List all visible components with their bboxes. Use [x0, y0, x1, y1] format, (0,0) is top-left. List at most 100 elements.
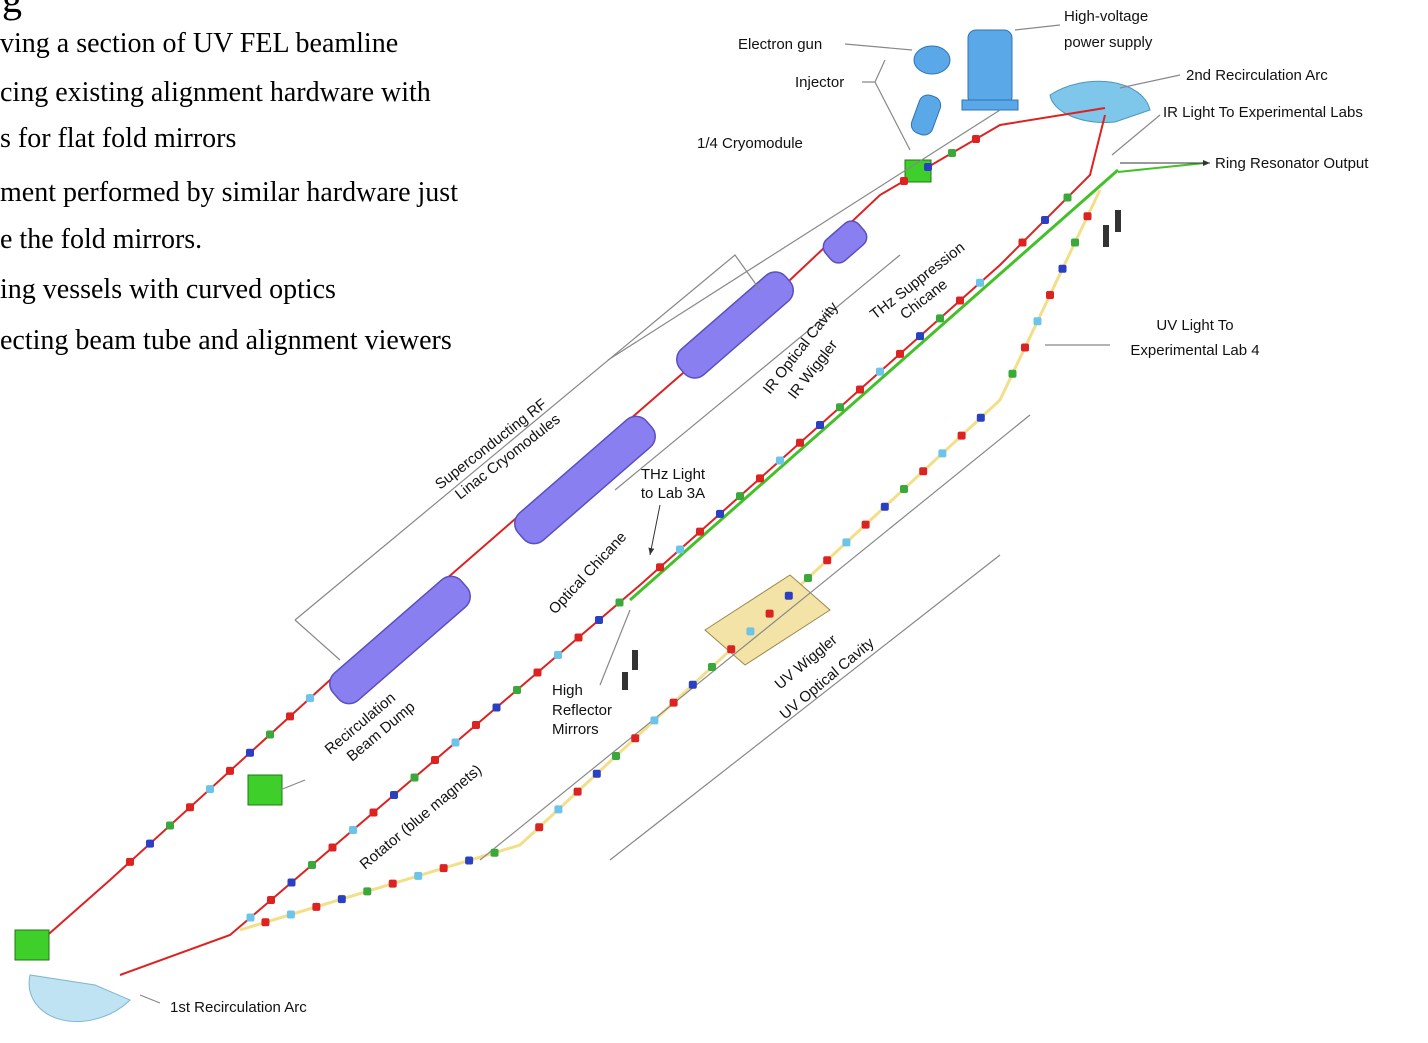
labels: g ving a section of UV FEL beamline cing e… — [0, 0, 1369, 1016]
magnet — [308, 861, 316, 869]
magnet — [804, 574, 812, 582]
label: High — [552, 682, 583, 699]
label: power supply — [1064, 34, 1153, 51]
label: Ring Resonator Output — [1215, 155, 1369, 172]
magnet — [414, 871, 423, 880]
magnet — [823, 556, 832, 565]
callouts — [139, 24, 1210, 1004]
magnet — [492, 703, 501, 712]
magnet — [286, 712, 294, 721]
bullet-text: e the fold mirrors. — [0, 224, 202, 255]
magnet — [574, 633, 583, 642]
magnet — [736, 492, 744, 501]
magnet — [631, 734, 640, 743]
magnet — [936, 314, 944, 323]
magnet — [431, 756, 439, 764]
magnet — [369, 808, 378, 817]
label: UV Light To — [1156, 317, 1233, 334]
magnet — [1021, 343, 1029, 352]
magnet — [490, 848, 499, 857]
magnet — [919, 467, 928, 476]
magnet — [592, 769, 601, 778]
magnet — [716, 509, 724, 518]
magnet — [146, 839, 154, 848]
magnet — [650, 716, 659, 725]
magnet — [472, 721, 480, 729]
magnet — [328, 843, 337, 852]
magnet — [533, 668, 542, 677]
magnet — [756, 474, 764, 483]
magnet — [1058, 264, 1067, 273]
magnet — [976, 278, 984, 287]
magnet — [765, 609, 774, 618]
magnet — [410, 773, 419, 782]
magnet — [776, 456, 784, 465]
magnet — [312, 902, 321, 911]
magnet — [1046, 291, 1054, 299]
magnet — [439, 864, 448, 873]
magnet — [656, 563, 664, 572]
magnet — [938, 449, 947, 458]
ring-output-path — [1117, 162, 1206, 173]
magnet — [784, 591, 793, 600]
magnet — [842, 538, 851, 547]
magnet — [1008, 369, 1017, 378]
label: THz Light — [641, 466, 706, 483]
label: IR Light To Experimental Labs — [1163, 104, 1363, 121]
people — [622, 210, 1121, 690]
magnet — [363, 887, 372, 896]
injector — [910, 29, 1019, 136]
magnet — [956, 296, 964, 305]
magnet — [708, 663, 716, 671]
label: Rotator (blue magnets) — [357, 761, 485, 873]
magnet — [595, 616, 603, 624]
magnet — [856, 385, 864, 394]
linac-beamline — [24, 107, 1106, 956]
magnet — [957, 431, 966, 440]
magnet — [1071, 238, 1079, 247]
magnet — [306, 694, 314, 703]
magnet — [1033, 317, 1042, 326]
magnet — [390, 791, 398, 799]
magnet — [746, 627, 755, 636]
label: Electron gun — [738, 36, 822, 53]
first-arc — [28, 974, 131, 1023]
magnet — [900, 485, 908, 493]
magnet — [286, 910, 295, 919]
bullet-text: cing existing alignment hardware with — [0, 77, 431, 108]
label: 1st Recirculation Arc — [170, 999, 307, 1016]
uv-wiggler-table — [704, 574, 831, 666]
magnet — [976, 413, 985, 422]
bullet-text: ment performed by similar hardware just — [0, 177, 458, 208]
ir-optical-path — [629, 168, 1119, 602]
magnet — [796, 438, 804, 447]
magnet — [880, 502, 889, 511]
magnet — [451, 738, 460, 747]
magnet — [836, 403, 844, 412]
magnet — [861, 520, 870, 529]
magnet — [246, 748, 254, 757]
magnet — [535, 823, 544, 832]
magnet — [876, 367, 884, 376]
magnet — [1083, 212, 1092, 221]
magnets — [126, 135, 1092, 927]
magnet — [349, 826, 357, 834]
magnet — [186, 803, 194, 812]
magnet — [669, 698, 678, 707]
magnet — [388, 879, 397, 888]
label: 2nd Recirculation Arc — [1186, 67, 1328, 84]
magnet — [896, 349, 904, 358]
magnet — [1063, 193, 1072, 202]
bullet-text: ecting beam tube and alignment viewers — [0, 325, 452, 356]
label: Injector — [795, 74, 844, 91]
magnet — [916, 332, 924, 341]
magnet — [924, 163, 932, 171]
magnet — [126, 857, 134, 866]
magnet — [554, 651, 562, 659]
magnet — [612, 752, 620, 760]
magnet — [615, 598, 624, 607]
label: Experimental Lab 4 — [1130, 342, 1259, 359]
heading: g — [2, 0, 22, 21]
magnet — [206, 785, 214, 794]
